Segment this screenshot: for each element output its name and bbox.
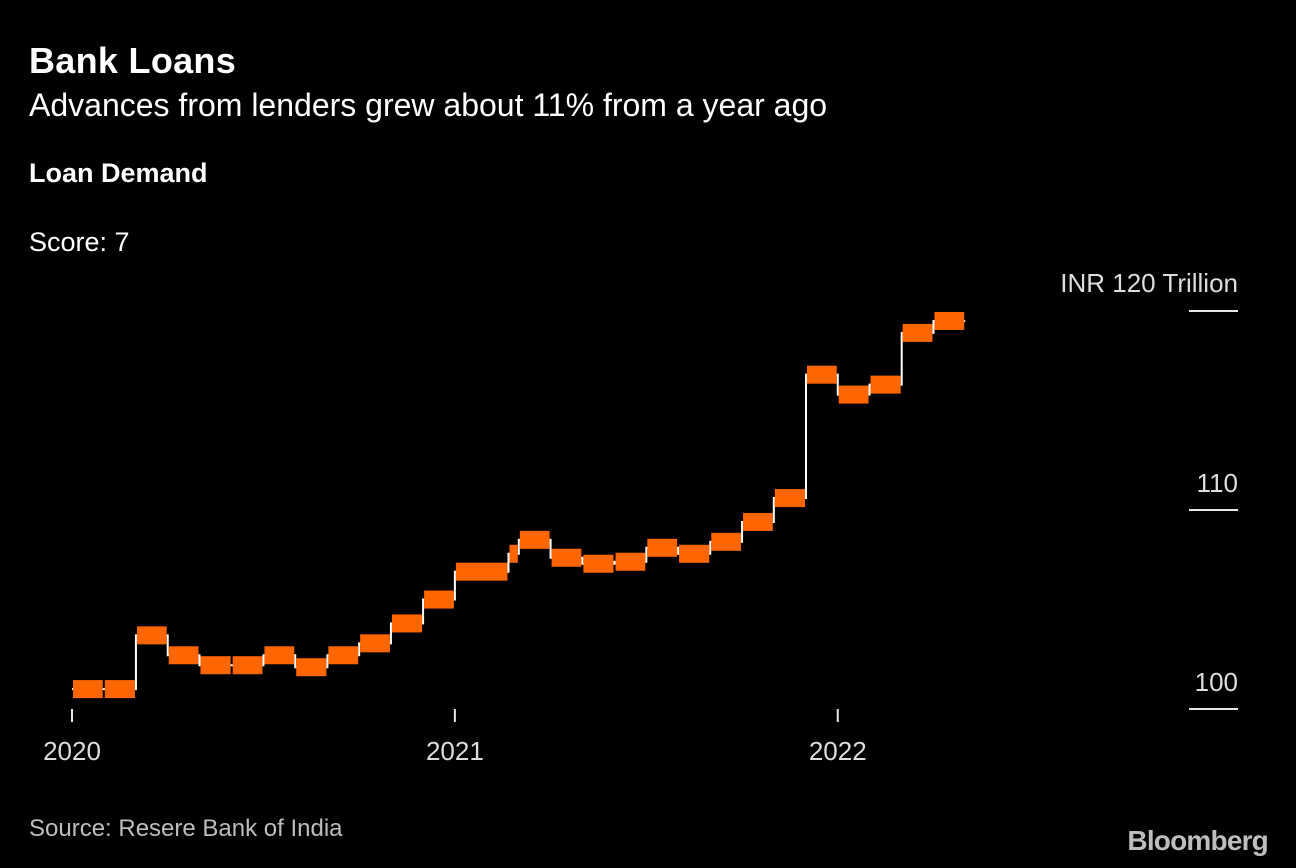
step-mark-24 — [838, 385, 869, 404]
y-axis: 100 110 INR 120 Trillion — [1060, 268, 1238, 710]
step-mark-2 — [136, 626, 167, 645]
step-mark-3 — [168, 646, 199, 665]
step-mark-26 — [902, 323, 933, 342]
step-mark-10 — [391, 614, 423, 633]
step-mark-1 — [104, 680, 135, 699]
series-step-marks — [73, 311, 965, 699]
x-axis: 2020 2021 2022 — [43, 709, 867, 766]
step-mark-12 — [455, 562, 508, 581]
y-tick-label-110: 110 — [1197, 468, 1238, 498]
step-mark-9 — [360, 634, 390, 653]
step-mark-21 — [743, 512, 773, 531]
bloomberg-logo: Bloomberg — [1127, 825, 1268, 856]
step-mark-15 — [551, 548, 582, 567]
step-mark-6 — [264, 646, 295, 665]
x-tick-label-2020: 2020 — [43, 736, 101, 766]
score-label: Score: 7 — [29, 227, 130, 257]
step-mark-20 — [711, 532, 742, 551]
step-mark-13 — [509, 544, 518, 563]
section-title: Loan Demand — [29, 158, 208, 188]
step-mark-11 — [424, 590, 454, 609]
step-mark-19 — [679, 544, 710, 563]
chart-title: Bank Loans — [29, 40, 237, 81]
step-mark-4 — [200, 656, 231, 675]
step-mark-5 — [232, 656, 263, 675]
x-tick-label-2021: 2021 — [426, 736, 484, 766]
step-mark-16 — [583, 554, 614, 573]
x-tick-label-2022: 2022 — [809, 736, 867, 766]
y-tick-label-120: INR 120 Trillion — [1060, 268, 1238, 298]
step-mark-17 — [615, 552, 646, 571]
step-mark-23 — [806, 365, 837, 384]
chart-subtitle: Advances from lenders grew about 11% fro… — [29, 87, 828, 123]
source-note: Source: Resere Bank of India — [29, 815, 343, 842]
step-mark-22 — [774, 489, 805, 508]
step-mark-25 — [870, 375, 901, 394]
step-mark-0 — [73, 680, 103, 699]
step-mark-27 — [934, 311, 965, 330]
step-mark-18 — [647, 538, 678, 557]
y-tick-label-100: 100 — [1195, 667, 1238, 697]
step-mark-14 — [519, 530, 550, 549]
step-mark-8 — [328, 646, 359, 665]
step-mark-7 — [296, 658, 327, 677]
